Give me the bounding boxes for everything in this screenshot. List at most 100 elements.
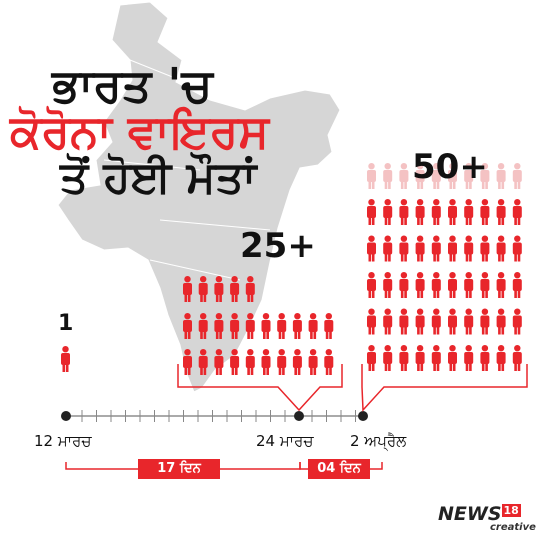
person-icon <box>383 199 393 225</box>
person-icon <box>399 235 409 262</box>
person-icon <box>324 349 334 375</box>
person-icon-faded <box>512 163 522 189</box>
person-icon <box>214 276 224 302</box>
person-icon <box>230 313 240 339</box>
person-icon <box>261 349 271 375</box>
person-icon <box>324 313 334 339</box>
person-icon <box>198 313 208 339</box>
person-icon <box>367 235 376 262</box>
person-icon <box>448 199 457 225</box>
person-icon-faded <box>464 163 474 189</box>
person-icon <box>230 276 240 302</box>
person-icon <box>383 235 393 262</box>
person-icon <box>464 272 474 298</box>
person-icon <box>415 235 425 262</box>
person-icon <box>415 272 425 298</box>
news18-logo: NEWS 18 creative <box>438 503 536 533</box>
date-label-april-2: 2 ਅਪ੍ਰੈਲ <box>350 432 407 450</box>
timeline-point <box>294 411 304 421</box>
person-icon <box>198 349 208 375</box>
person-icon <box>480 308 490 335</box>
person-icon <box>277 349 287 375</box>
value-label-25: 25+ <box>240 226 316 266</box>
value-label-1: 1 <box>58 311 74 336</box>
title-line-2: ਕੋਰੋਨਾ ਵਾਇਰਸ <box>10 104 269 158</box>
person-icon <box>415 345 425 371</box>
person-icon <box>512 235 522 262</box>
person-icon <box>431 199 441 225</box>
map-region-line <box>103 59 271 281</box>
person-icon <box>61 346 70 372</box>
person-icon <box>367 345 376 371</box>
person-icon <box>230 349 240 375</box>
person-icon-faded <box>448 163 457 189</box>
person-icon <box>496 345 506 371</box>
group-bracket-50 <box>361 364 528 412</box>
logo-subtext: creative <box>490 522 536 533</box>
person-icon-faded <box>415 163 425 189</box>
person-icon <box>292 349 302 375</box>
person-icon <box>480 345 490 371</box>
person-icon-faded <box>496 163 506 189</box>
person-icon <box>480 199 490 225</box>
person-icon <box>277 313 287 339</box>
title-line-3: ਤੋਂ ਹੋਈ ਮੌਤਾਂ <box>60 152 257 203</box>
person-icon <box>183 349 192 375</box>
person-icon <box>399 345 409 371</box>
person-icon <box>512 199 522 225</box>
person-icon-faded <box>367 163 376 189</box>
person-icon <box>496 235 506 262</box>
group-bracket-25 <box>177 364 343 412</box>
person-icon <box>448 345 457 371</box>
person-icon <box>198 276 208 302</box>
person-icon <box>464 199 474 225</box>
person-icon <box>448 308 457 335</box>
person-icon <box>367 272 376 298</box>
person-icon <box>448 272 457 298</box>
person-icon-faded <box>399 163 409 189</box>
person-icon <box>464 308 474 335</box>
person-icon <box>308 313 318 339</box>
title-line-1: ਭਾਰਤ 'ਚ <box>52 58 213 112</box>
person-icon <box>214 313 224 339</box>
interval-label-4-days: 04 ਦਿਨ <box>308 459 370 479</box>
person-icon <box>399 308 409 335</box>
person-icon <box>308 349 318 375</box>
person-icon <box>383 345 393 371</box>
person-icon <box>480 235 490 262</box>
person-icon <box>399 272 409 298</box>
person-icon <box>261 313 271 339</box>
logo-text: NEWS <box>438 503 502 525</box>
person-icon <box>292 313 302 339</box>
date-label-march-24: 24 ਮਾਰਚ <box>256 432 314 450</box>
person-icon <box>245 313 255 339</box>
person-icon <box>245 276 255 302</box>
person-icon <box>367 308 376 335</box>
person-icon-faded <box>431 163 441 189</box>
person-icon <box>245 349 255 375</box>
timeline-point <box>61 411 71 421</box>
person-icon <box>383 272 393 298</box>
person-icon <box>431 345 441 371</box>
person-icon-group <box>61 163 522 375</box>
person-icon <box>464 235 474 262</box>
person-icon <box>512 308 522 335</box>
person-icon <box>367 199 376 225</box>
person-icon <box>415 308 425 335</box>
person-icon <box>383 308 393 335</box>
person-icon <box>399 199 409 225</box>
india-map-shape <box>57 1 341 393</box>
person-icon <box>512 272 522 298</box>
logo-number: 18 <box>501 504 521 517</box>
person-icon <box>214 349 224 375</box>
person-icon <box>512 345 522 371</box>
interval-label-17-days: 17 ਦਿਨ <box>138 459 220 479</box>
person-icon <box>496 199 506 225</box>
person-icon-faded <box>480 163 490 189</box>
person-icon <box>431 272 441 298</box>
value-label-50: 50+ <box>412 147 488 187</box>
person-icon <box>183 313 192 339</box>
timeline <box>61 364 528 470</box>
person-icon <box>448 235 457 262</box>
